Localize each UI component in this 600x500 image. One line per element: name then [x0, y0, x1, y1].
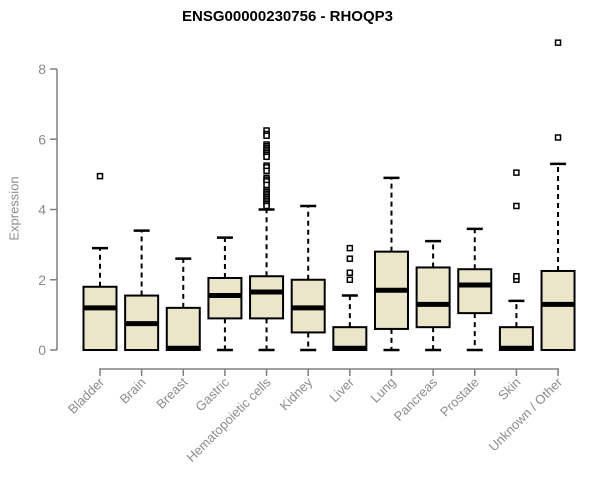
y-axis: 0 2 4 6 8	[38, 61, 58, 358]
x-tick-label: Unknown / Other	[486, 374, 566, 454]
chart-title: ENSG00000230756 - RHOQP3	[182, 8, 393, 25]
outlier-point	[513, 202, 520, 210]
y-tick-label: 6	[38, 131, 46, 147]
y-tick-label: 2	[38, 272, 46, 288]
x-tick-label: Brain	[117, 375, 149, 407]
box-hematopoietic-cells	[249, 127, 285, 352]
outlier-point	[263, 153, 270, 161]
y-tick-label: 0	[38, 342, 46, 358]
outlier-point	[263, 167, 270, 175]
x-tick-label: Lung	[368, 375, 399, 406]
box-bladder	[82, 172, 118, 351]
x-tick-label: Skin	[495, 375, 523, 403]
box-gastric	[207, 236, 243, 352]
y-axis-label: Expression	[6, 176, 22, 241]
box-kidney	[290, 204, 326, 352]
box-brain	[124, 229, 160, 351]
outlier-point	[96, 172, 104, 180]
y-tick-label: 8	[38, 61, 46, 77]
outlier-point	[346, 244, 354, 252]
outlier-point	[346, 269, 354, 276]
box-breast	[165, 257, 201, 352]
outlier-point	[263, 132, 270, 139]
box-skin	[498, 169, 534, 352]
outlier-point	[263, 202, 270, 210]
box-lung	[373, 176, 409, 352]
outlier-point	[346, 276, 354, 283]
y-tick-label: 4	[38, 202, 46, 218]
box-liver	[332, 244, 368, 352]
outlier-point	[513, 169, 520, 176]
x-tick-label: Liver	[326, 374, 357, 405]
x-tick-label: Pancreas	[391, 374, 441, 424]
x-tick-label: Prostate	[437, 375, 482, 420]
x-tick-label: Kidney	[277, 374, 316, 413]
outlier-point	[263, 181, 270, 189]
box-unknown-other	[540, 39, 576, 351]
x-tick-label: Bladder	[65, 374, 108, 417]
outlier-point	[554, 134, 562, 141]
outlier-point	[554, 39, 562, 46]
outlier-point	[346, 255, 354, 262]
x-tick-label: Gastric	[192, 374, 232, 414]
x-tick-label: Breast	[153, 374, 190, 411]
box-prostate	[457, 227, 493, 352]
outlier-point	[513, 272, 520, 280]
box-pancreas	[415, 239, 451, 352]
